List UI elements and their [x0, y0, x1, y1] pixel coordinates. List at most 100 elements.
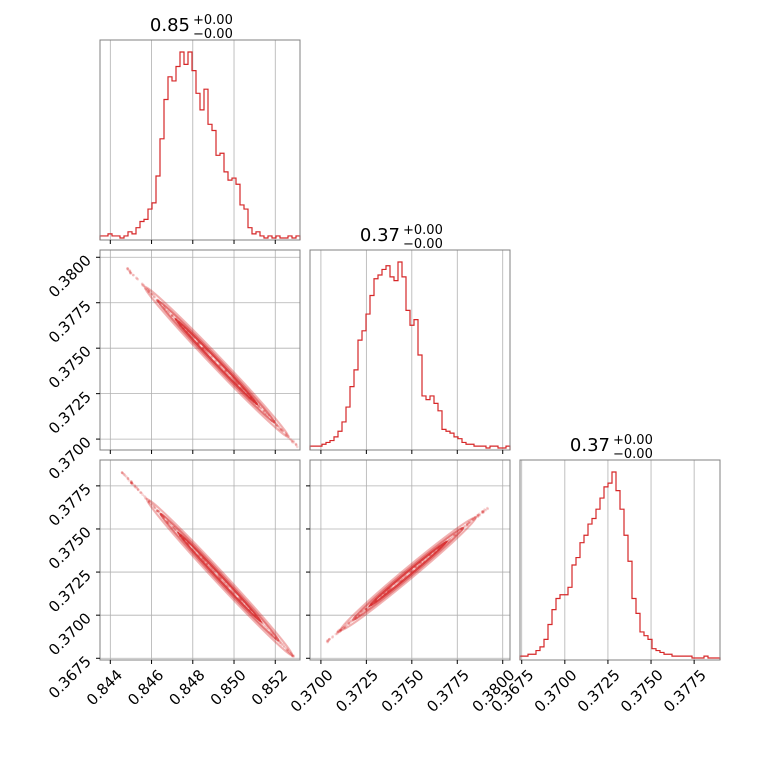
scatter-point [130, 481, 134, 485]
scatter-point [334, 632, 338, 636]
scatter-point [130, 482, 134, 486]
pair-1-contours [143, 285, 290, 439]
scatter-point [144, 287, 148, 290]
scatter-point [280, 429, 284, 432]
scatter-point [285, 434, 289, 437]
scatter-point [364, 607, 368, 611]
contour-level [176, 531, 263, 623]
scatter-point [465, 522, 469, 526]
scatter-point [279, 641, 283, 645]
scatter-point [155, 509, 159, 512]
scatter-point [141, 284, 145, 287]
scatter-point [170, 314, 174, 318]
scatter-point [465, 524, 469, 527]
title-lower-error: −0.00 [613, 447, 653, 462]
pair-2-grid [100, 460, 300, 660]
scatter-point [347, 622, 351, 626]
scatter-point [408, 570, 412, 574]
hist-2-grid [320, 250, 504, 450]
scatter-point [327, 638, 331, 641]
scatter-point [275, 423, 278, 427]
scatter-point [227, 585, 230, 588]
hist-3-x-tick-label: 0.3700 [531, 666, 581, 716]
scatter-point [128, 270, 132, 273]
scatter-point [279, 427, 283, 431]
scatter-point [261, 622, 265, 626]
scatter-point [448, 537, 452, 541]
hist-1-title: 0.85 +0.00−0.00 [150, 13, 233, 42]
scatter-point [335, 632, 339, 636]
scatter-point [129, 270, 132, 274]
scatter-point [469, 520, 472, 524]
scatter-point [126, 267, 130, 271]
pair-2-x-tick-label: 0.844 [83, 666, 126, 709]
scatter-point [291, 654, 294, 657]
scatter-point [218, 576, 222, 580]
scatter-point [148, 291, 152, 295]
title-value: 0.85 [150, 15, 190, 36]
scatter-point [170, 524, 173, 527]
hist-3-grid [521, 460, 695, 660]
pair-2-x-tick-label: 0.850 [207, 666, 250, 709]
scatter-point [151, 503, 154, 507]
contour-level [157, 299, 276, 424]
scatter-point [414, 566, 418, 569]
scatter-point [150, 502, 154, 506]
scatter-point [286, 648, 289, 651]
scatter-point [151, 292, 154, 296]
scatter-point [464, 524, 467, 528]
scatter-point [126, 477, 130, 480]
pair-2-y-tick-label: 0.3725 [45, 566, 95, 616]
scatter-point [146, 288, 149, 291]
scatter-point [477, 514, 480, 517]
contour-level [174, 317, 259, 406]
scatter-point [481, 511, 485, 514]
scatter-point [134, 486, 137, 489]
scatter-point [171, 525, 175, 529]
scatter-point [147, 499, 151, 503]
scatter-point [278, 427, 282, 431]
scatter-point [286, 649, 289, 653]
scatter-point [133, 484, 136, 487]
scatter-point [327, 639, 330, 642]
scatter-point [173, 528, 177, 531]
scatter-point [136, 277, 140, 281]
scatter-point [291, 441, 294, 444]
scatter-point [126, 477, 130, 480]
pair-2-frame [99, 459, 301, 661]
scatter-point [152, 505, 156, 509]
scatter-point [149, 292, 153, 296]
scatter-point [170, 313, 173, 317]
scatter-point [364, 608, 368, 611]
scatter-point [473, 517, 477, 521]
scatter-point [295, 445, 299, 449]
contour-level [352, 526, 465, 621]
scatter-point [278, 641, 282, 645]
scatter-point [171, 314, 174, 317]
scatter-point [471, 517, 474, 521]
hist-3-x-tick-label: 0.3775 [660, 666, 710, 716]
title-upper-error: +0.00 [613, 433, 653, 448]
scatter-point [257, 405, 260, 408]
scatter-point [135, 276, 138, 280]
scatter-point [275, 424, 279, 428]
scatter-point [467, 521, 470, 524]
hist-1-step-line [99, 51, 301, 240]
scatter-point [144, 496, 147, 499]
scatter-point [123, 474, 127, 477]
pair-3-contours [339, 515, 478, 632]
scatter-point [148, 290, 151, 293]
scatter-point [364, 607, 367, 611]
scatter-point [152, 293, 155, 297]
contour-level [159, 512, 280, 642]
scatter-point [338, 630, 342, 634]
scatter-point [129, 271, 132, 275]
scatter-point [339, 628, 342, 632]
scatter-point [328, 637, 331, 641]
scatter-point [343, 625, 347, 629]
scatter-point [337, 630, 341, 634]
scatter-point [129, 271, 133, 275]
pair-3-grid [310, 460, 510, 660]
scatter-point [364, 607, 367, 611]
scatter-point [274, 423, 278, 426]
